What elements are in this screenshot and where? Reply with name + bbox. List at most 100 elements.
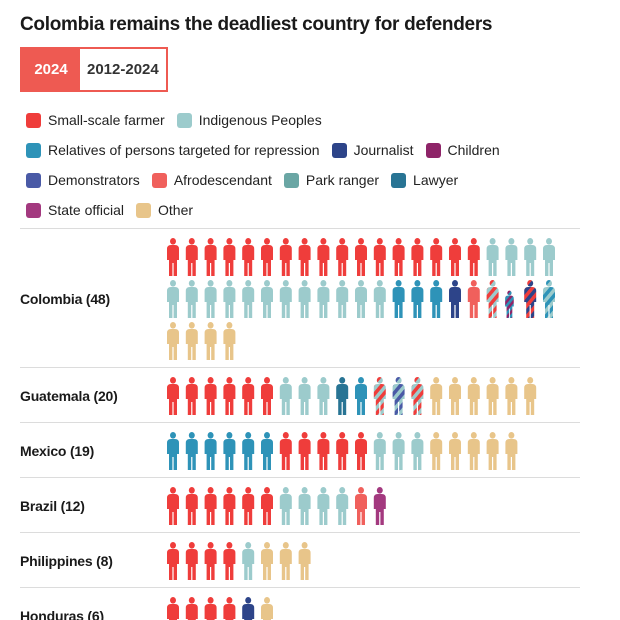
figure-colombia-farmer-journalist xyxy=(524,280,537,318)
figure-body xyxy=(355,245,367,276)
figure-body xyxy=(204,494,217,525)
figure-body xyxy=(524,287,537,318)
figure-head xyxy=(470,432,477,439)
figure-mexico-relatives xyxy=(242,432,255,470)
figure-head xyxy=(170,377,176,384)
figure-body xyxy=(336,245,349,276)
figure-body xyxy=(392,245,405,276)
figure-colombia-indigenous xyxy=(373,280,386,318)
figure-body xyxy=(543,245,555,276)
figure-head xyxy=(245,542,252,549)
figure-honduras-farmer xyxy=(204,597,217,620)
figure-body xyxy=(185,384,198,415)
figure-head xyxy=(226,322,233,329)
figure-head xyxy=(489,238,496,245)
figure-colombia-relatives-indigenous xyxy=(543,280,555,318)
figure-head xyxy=(339,377,346,384)
figure-body xyxy=(373,384,386,415)
figure-head xyxy=(264,487,270,494)
legend-label: State official xyxy=(48,202,125,218)
figure-colombia-farmer xyxy=(467,238,480,276)
figure-brazil-farmer xyxy=(204,487,217,525)
figure-body xyxy=(185,549,198,580)
figure-colombia-indigenous xyxy=(543,238,555,276)
figure-colombia-farmer xyxy=(392,238,405,276)
figure-guatemala-relatives xyxy=(355,377,367,415)
figure-head xyxy=(414,280,421,287)
figure-body xyxy=(336,384,349,415)
figure-head xyxy=(226,487,233,494)
figure-head xyxy=(358,238,364,245)
figure-mexico-other xyxy=(486,432,499,470)
figure-mexico-farmer xyxy=(336,432,349,470)
figure-body xyxy=(505,245,518,276)
figure-body xyxy=(486,384,499,415)
figure-colombia-other xyxy=(204,322,217,360)
figure-head xyxy=(207,487,214,494)
row-divider xyxy=(20,532,580,533)
figure-colombia-other xyxy=(185,322,198,360)
figure-colombia-indigenous xyxy=(204,280,217,318)
figure-body xyxy=(167,245,179,276)
figure-guatemala-farmer xyxy=(185,377,198,415)
figure-head xyxy=(264,597,270,604)
figure-head xyxy=(376,238,383,245)
figure-head xyxy=(245,487,252,494)
figure-head xyxy=(395,432,402,439)
figure-guatemala-indigenous xyxy=(279,377,292,415)
figure-guatemala-other xyxy=(449,377,461,415)
legend-swatch xyxy=(26,172,41,188)
figure-head xyxy=(339,432,346,439)
figure-head xyxy=(507,290,512,296)
figure-head xyxy=(226,432,233,439)
figure-body xyxy=(355,287,367,318)
figure-body xyxy=(373,439,386,470)
figure-head xyxy=(320,432,327,439)
figure-brazil-farmer xyxy=(261,487,273,525)
figure-body xyxy=(204,384,217,415)
figure-head xyxy=(433,377,440,384)
figure-head xyxy=(170,322,176,329)
figure-head xyxy=(358,432,364,439)
figure-head xyxy=(245,597,252,604)
legend-label: Relatives of persons targeted for repres… xyxy=(48,142,320,158)
figure-colombia-relatives xyxy=(430,280,443,318)
figure-head xyxy=(226,377,233,384)
figure-colombia-farmer xyxy=(204,238,217,276)
figure-colombia-indigenous xyxy=(185,280,198,318)
figure-body xyxy=(411,439,424,470)
figure-body xyxy=(392,384,405,415)
legend-swatch xyxy=(26,142,41,158)
figure-colombia-farmer xyxy=(336,238,349,276)
figure-body xyxy=(242,439,255,470)
legend-swatch xyxy=(425,142,441,158)
figure-body xyxy=(298,549,311,580)
figure-body xyxy=(373,494,386,525)
legend-item-children: Children xyxy=(425,142,500,158)
legend-label: Small-scale farmer xyxy=(48,112,165,128)
legend-swatch xyxy=(26,202,41,218)
figure-head xyxy=(546,280,552,287)
figure-head xyxy=(264,432,270,439)
tab-2024[interactable]: 2024 xyxy=(22,49,80,90)
figure-head xyxy=(508,377,515,384)
figure-guatemala-other xyxy=(467,377,480,415)
figure-body xyxy=(223,329,236,360)
figure-body xyxy=(242,384,255,415)
figure-body xyxy=(261,439,273,470)
figure-head xyxy=(188,280,195,287)
figure-body xyxy=(185,439,198,470)
figure-mexico-other xyxy=(505,432,518,470)
legend-label: Park ranger xyxy=(305,172,380,188)
figure-head xyxy=(264,280,270,287)
figure-head xyxy=(339,280,346,287)
figure-philippines-indigenous xyxy=(242,542,255,580)
figure-body xyxy=(242,494,255,525)
tab-2012-2024[interactable]: 2012-2024 xyxy=(80,49,166,90)
figure-colombia-afro xyxy=(467,280,480,318)
figure-head xyxy=(339,487,346,494)
figure-colombia-children-relatives xyxy=(505,290,514,318)
figure-head xyxy=(470,377,477,384)
figure-head xyxy=(320,280,327,287)
country-label-philippines: Philippines (8) xyxy=(20,553,113,569)
